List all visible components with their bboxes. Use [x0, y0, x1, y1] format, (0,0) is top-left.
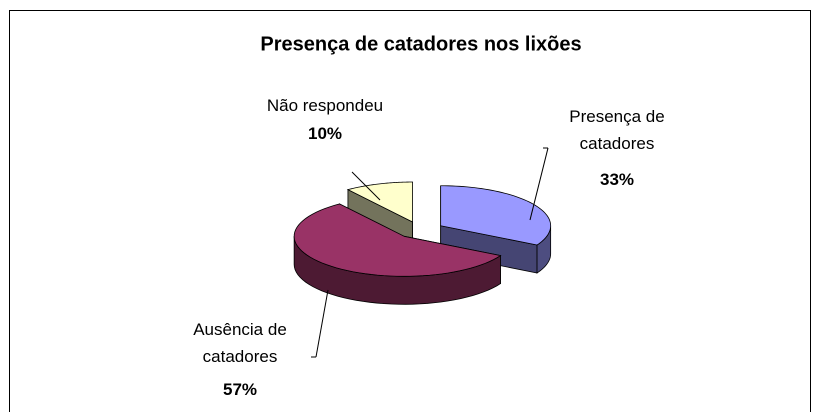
chart-title: Presença de catadores nos lixões: [260, 33, 581, 55]
category-label: Não respondeu: [266, 96, 384, 115]
pie: [293, 181, 552, 305]
value-label: 57%: [222, 380, 258, 399]
leader-line: [529, 147, 549, 221]
leader-line: [315, 289, 329, 358]
value-label: 10%: [307, 124, 343, 143]
category-label: Ausência de catadores: [193, 320, 287, 366]
slice: [346, 181, 413, 223]
value-label: 33%: [599, 170, 635, 189]
category-label: Presença de catadores: [569, 107, 665, 153]
slice: [293, 203, 502, 277]
chart-border: [9, 10, 811, 412]
slice: [440, 185, 552, 246]
leader-line: [351, 171, 381, 201]
